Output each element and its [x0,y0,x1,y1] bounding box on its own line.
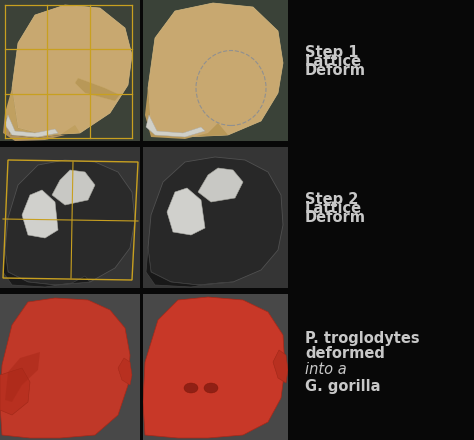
Bar [143,147,288,290]
Ellipse shape [184,383,198,393]
Polygon shape [5,160,135,285]
Text: Lattice: Lattice [305,201,362,216]
Polygon shape [148,157,283,285]
Polygon shape [52,170,95,205]
Polygon shape [12,5,132,135]
Polygon shape [167,188,205,235]
Bar [143,0,288,143]
Text: Lattice: Lattice [305,54,362,69]
Polygon shape [75,78,120,101]
Bar [0,0,140,143]
Text: Step 2: Step 2 [305,192,358,207]
Polygon shape [5,88,80,138]
Text: Deform: Deform [305,63,366,78]
Bar [0,147,140,290]
Text: Step 1: Step 1 [305,45,358,60]
Bar [0,294,288,440]
Bar [0,141,288,144]
Polygon shape [198,168,243,202]
Polygon shape [118,358,132,385]
Text: Deform: Deform [305,210,366,225]
Text: into a: into a [305,363,347,378]
Text: P. troglodytes: P. troglodytes [305,330,419,345]
Polygon shape [146,248,233,287]
Polygon shape [148,3,283,137]
Bar [140,0,143,440]
Polygon shape [145,88,228,139]
Polygon shape [3,250,90,287]
Polygon shape [273,350,288,383]
Bar [140,294,143,440]
Polygon shape [5,115,58,137]
Polygon shape [0,368,30,415]
Text: G. gorilla: G. gorilla [305,378,381,393]
Polygon shape [0,298,130,438]
Polygon shape [22,190,58,238]
Polygon shape [143,297,285,438]
Polygon shape [146,115,205,137]
Bar [0,288,288,291]
Text: deformed: deformed [305,347,385,362]
Bar [288,0,291,440]
Polygon shape [5,352,40,402]
Polygon shape [3,113,65,141]
Ellipse shape [204,383,218,393]
